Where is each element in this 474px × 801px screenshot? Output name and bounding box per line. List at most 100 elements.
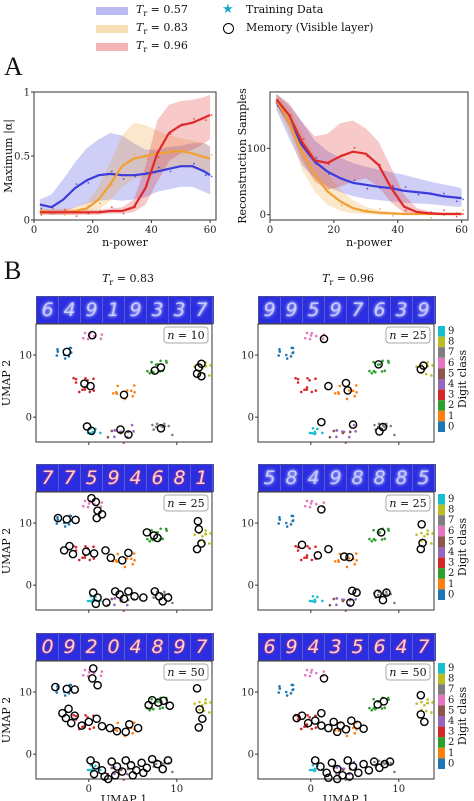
y-tick-label: 10 [19, 688, 32, 699]
sample-dot-series-2 [204, 119, 207, 122]
training-point-digit-9 [321, 599, 324, 603]
training-point-digit-7 [163, 590, 166, 594]
training-point-digit-7 [171, 601, 174, 605]
colorbar-label-2: 2 [448, 400, 454, 411]
plot-frame [257, 491, 435, 611]
y-tick-label: 10 [241, 688, 254, 699]
training-point-digit-6 [305, 499, 309, 503]
sample-dot-series-0 [157, 166, 160, 169]
sample-dot-series-0 [443, 192, 445, 195]
training-point-digit-4 [335, 428, 338, 432]
memory-point [71, 515, 80, 525]
digit-image: 7 [347, 297, 369, 323]
y-tick-label: 0.5 [14, 152, 30, 163]
plot-frame [257, 323, 435, 443]
memory-point [197, 359, 206, 369]
training-point-digit-1 [133, 391, 136, 394]
training-point-digit-6 [310, 668, 314, 672]
training-point-digit-1 [116, 552, 120, 556]
y-axis-label: UMAP 2 [0, 528, 13, 574]
training-point-digit-6 [86, 505, 90, 509]
training-point-digit-4 [125, 772, 129, 776]
memory-point [64, 704, 73, 714]
y-tick-label: 100 [247, 144, 266, 155]
memory-point [92, 513, 102, 523]
x-axis-label: n-power [102, 236, 148, 249]
training-point-digit-8 [204, 529, 207, 532]
memory-point [346, 598, 355, 607]
memory-point [165, 701, 175, 711]
training-point-digit-4 [352, 423, 356, 427]
training-point-digit-0 [277, 522, 281, 525]
training-point-digit-7 [393, 433, 396, 437]
colorbar-label-0: 0 [448, 589, 454, 600]
sample-dot-series-1 [430, 216, 433, 219]
memory-point [124, 720, 134, 729]
training-point-digit-5 [110, 429, 114, 433]
digit-image: 5 [259, 465, 281, 491]
training-point-digit-3 [294, 376, 297, 380]
training-point-digit-3 [84, 376, 87, 380]
training-point-digit-8 [198, 708, 201, 712]
training-point-digit-6 [321, 337, 325, 340]
training-point-digit-1 [338, 384, 342, 388]
training-point-digit-3 [77, 390, 81, 394]
training-point-digit-3 [74, 714, 78, 718]
memory-point [88, 664, 98, 673]
training-point-digit-3 [92, 726, 96, 729]
training-point-digit-1 [123, 565, 127, 569]
sample-dot-series-0 [462, 198, 465, 201]
x-axis-label: UMAP 1 [323, 793, 369, 801]
memory-point [359, 759, 368, 769]
training-point-digit-0 [56, 516, 59, 519]
training-point-digit-3 [72, 376, 75, 380]
memory-point [144, 700, 153, 710]
digit-image: 9 [281, 297, 303, 323]
training-point-digit-6 [86, 337, 90, 341]
training-point-digit-7 [393, 601, 396, 605]
training-point-digit-6 [322, 501, 326, 504]
sample-dot-series-0 [353, 179, 356, 182]
memory-point [373, 589, 382, 599]
x-tick-label: 10 [170, 784, 183, 795]
training-point-digit-2 [164, 359, 168, 363]
training-point-digit-3 [84, 713, 87, 717]
y-axis-label: UMAP 2 [0, 697, 13, 743]
memory-point [59, 546, 69, 555]
training-point-digit-2 [372, 706, 375, 710]
colorbar-swatch-7 [438, 347, 445, 358]
memory-point [322, 768, 331, 778]
sample-dot-series-0 [455, 200, 458, 203]
training-point-digit-8 [426, 532, 430, 536]
training-point-digit-2 [380, 538, 384, 541]
training-point-digit-1 [353, 731, 357, 735]
training-point-digit-0 [285, 694, 289, 697]
y-tick-label: 0 [26, 581, 32, 592]
training-point-digit-4 [335, 765, 338, 769]
training-point-digit-1 [338, 552, 342, 556]
sample-dot-series-0 [404, 186, 407, 188]
memory-point [194, 524, 204, 534]
memory-point [84, 717, 94, 727]
training-point-digit-2 [370, 540, 374, 543]
sample-dot-series-1 [63, 213, 66, 216]
training-point-digit-1 [115, 392, 119, 395]
memory-point [91, 497, 101, 507]
training-point-digit-3 [92, 545, 95, 549]
digit-image: 8 [147, 634, 169, 660]
memory-point [163, 593, 173, 602]
memory-point [375, 427, 384, 436]
training-point-digit-8 [209, 532, 212, 535]
training-point-digit-8 [430, 711, 433, 714]
memory-point [86, 756, 95, 765]
training-point-digit-2 [159, 527, 162, 531]
training-point-digit-4 [113, 435, 116, 439]
digit-image: 9 [259, 297, 281, 323]
training-point-digit-3 [308, 379, 311, 382]
training-point-digit-7 [152, 428, 155, 431]
training-point-digit-4 [354, 598, 357, 601]
training-point-digit-9 [94, 764, 97, 768]
x-axis-label: UMAP 1 [101, 793, 147, 801]
memory-point [332, 774, 342, 784]
